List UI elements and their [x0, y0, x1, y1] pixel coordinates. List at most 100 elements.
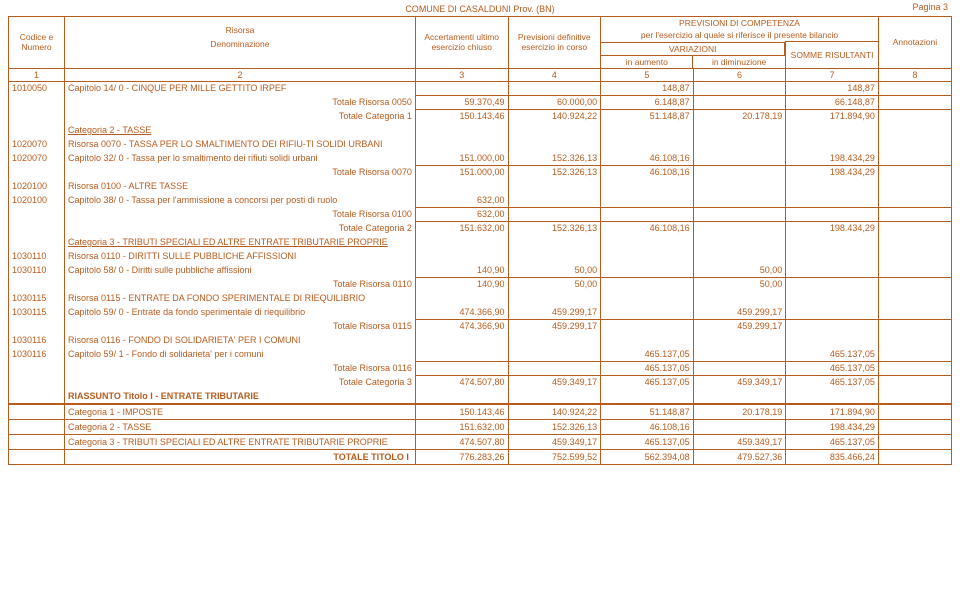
row-desc: Capitolo 59/ 0 - Entrate da fondo sperim… [65, 305, 416, 319]
summary-row: Categoria 3 - TRIBUTI SPECIALI ED ALTRE … [9, 434, 952, 449]
total-val [601, 207, 694, 221]
summary-val: 51.148,87 [601, 404, 694, 419]
table-header: Codice e Numero Risorsa Denominazione Ac… [9, 17, 952, 82]
summary-val: 479.527,36 [693, 449, 786, 464]
total-val: 152.326,13 [508, 221, 601, 235]
row-val [878, 263, 951, 277]
total-val: 152.326,13 [508, 165, 601, 179]
row-val: 459.299,17 [508, 305, 601, 319]
total-label: Totale Categoria 3 [65, 375, 416, 389]
total-val: 140,90 [415, 277, 508, 291]
row-val [878, 291, 951, 305]
row-val: 459.299,17 [693, 305, 786, 319]
total-val [508, 361, 601, 375]
total-val: 632,00 [415, 207, 508, 221]
total-val: 46.108,16 [601, 221, 694, 235]
total-label: Totale Risorsa 0070 [65, 165, 416, 179]
total-label: Totale Risorsa 0050 [65, 95, 416, 109]
total-val [878, 375, 951, 389]
total-val: 59.370,49 [415, 95, 508, 109]
total-val [415, 361, 508, 375]
total-val [878, 221, 951, 235]
total-val [878, 207, 951, 221]
category-label: Categoria 2 - TASSE [65, 123, 416, 137]
summary-val: 151.632,00 [415, 419, 508, 434]
total-val [786, 319, 879, 333]
row-val [693, 193, 786, 207]
total-val: 465.137,05 [601, 375, 694, 389]
row-val [415, 291, 508, 305]
summary-val: 459.349,17 [693, 434, 786, 449]
summary-val: 835.466,24 [786, 449, 879, 464]
total-val: 6.148,87 [601, 95, 694, 109]
summary-val: 459.349,17 [508, 434, 601, 449]
total-val [693, 95, 786, 109]
row-val [415, 249, 508, 263]
table-row: 1030110 Capitolo 58/ 0 - Diritti sulle p… [9, 263, 952, 277]
row-val: 50,00 [508, 263, 601, 277]
row-val [601, 179, 694, 193]
row-val [693, 81, 786, 95]
table-row: 1020070 Risorsa 0070 - TASSA PER LO SMAL… [9, 137, 952, 151]
row-val [508, 179, 601, 193]
row-val: 140,90 [415, 263, 508, 277]
row-code: 1030116 [9, 333, 65, 347]
summary-val [878, 449, 951, 464]
row-val [786, 333, 879, 347]
table-row: Totale Categoria 2 151.632,00 152.326,13… [9, 221, 952, 235]
row-val: 50,00 [693, 263, 786, 277]
table-row: 1020100 Capitolo 38/ 0 - Tassa per l'amm… [9, 193, 952, 207]
summary-val: 140.924,22 [508, 404, 601, 419]
row-val [693, 347, 786, 361]
summary-desc: Categoria 3 - TRIBUTI SPECIALI ED ALTRE … [65, 434, 416, 449]
row-desc: Capitolo 14/ 0 - CINQUE PER MILLE GETTIT… [65, 81, 416, 95]
summary-val: 46.108,16 [601, 419, 694, 434]
summary-val: 776.283,26 [415, 449, 508, 464]
summary-row: Categoria 1 - IMPOSTE 150.143,46 140.924… [9, 404, 952, 419]
row-val: 465.137,05 [601, 347, 694, 361]
row-desc: Capitolo 59/ 1 - Fondo di solidarieta' p… [65, 347, 416, 361]
row-val [693, 291, 786, 305]
row-val [786, 291, 879, 305]
row-code: 1030115 [9, 291, 65, 305]
total-val: 151.632,00 [415, 221, 508, 235]
summary-row: TOTALE TITOLO I 776.283,26 752.599,52 56… [9, 449, 952, 464]
row-desc: Capitolo 58/ 0 - Diritti sulle pubbliche… [65, 263, 416, 277]
total-label: Totale Categoria 1 [65, 109, 416, 123]
total-val: 465.137,05 [601, 361, 694, 375]
summary-val: 465.137,05 [601, 434, 694, 449]
row-val [601, 137, 694, 151]
summary-desc: TOTALE TITOLO I [65, 449, 416, 464]
total-val: 50,00 [693, 277, 786, 291]
total-val: 465.137,05 [786, 375, 879, 389]
row-val [878, 305, 951, 319]
row-code: 1020100 [9, 179, 65, 193]
row-val [693, 333, 786, 347]
total-val [693, 361, 786, 375]
summary-desc: Categoria 1 - IMPOSTE [65, 404, 416, 419]
riassunto-title: RIASSUNTO Titolo I - ENTRATE TRIBUTARIE [65, 389, 416, 403]
total-val [878, 165, 951, 179]
summary-val: 150.143,46 [415, 404, 508, 419]
total-label: Totale Risorsa 0100 [65, 207, 416, 221]
total-val: 140.924,22 [508, 109, 601, 123]
total-val: 20.178,19 [693, 109, 786, 123]
summary-val: 562.394,08 [601, 449, 694, 464]
total-val: 459.349,17 [693, 375, 786, 389]
row-val: 632,00 [415, 193, 508, 207]
total-val: 474.507,80 [415, 375, 508, 389]
row-val [508, 347, 601, 361]
summary-desc: Categoria 2 - TASSE [65, 419, 416, 434]
summary-val [693, 419, 786, 434]
total-label: Totale Risorsa 0115 [65, 319, 416, 333]
hdr-codice: Codice e Numero [9, 17, 65, 69]
row-val [786, 179, 879, 193]
row-val: 151.000,00 [415, 151, 508, 165]
row-val [508, 81, 601, 95]
total-val [601, 319, 694, 333]
row-val [601, 305, 694, 319]
table-row: 1030115 Capitolo 59/ 0 - Entrate da fond… [9, 305, 952, 319]
table-row: Totale Risorsa 0070 151.000,00 152.326,1… [9, 165, 952, 179]
row-val [508, 291, 601, 305]
row-desc: Capitolo 38/ 0 - Tassa per l'ammissione … [65, 193, 416, 207]
